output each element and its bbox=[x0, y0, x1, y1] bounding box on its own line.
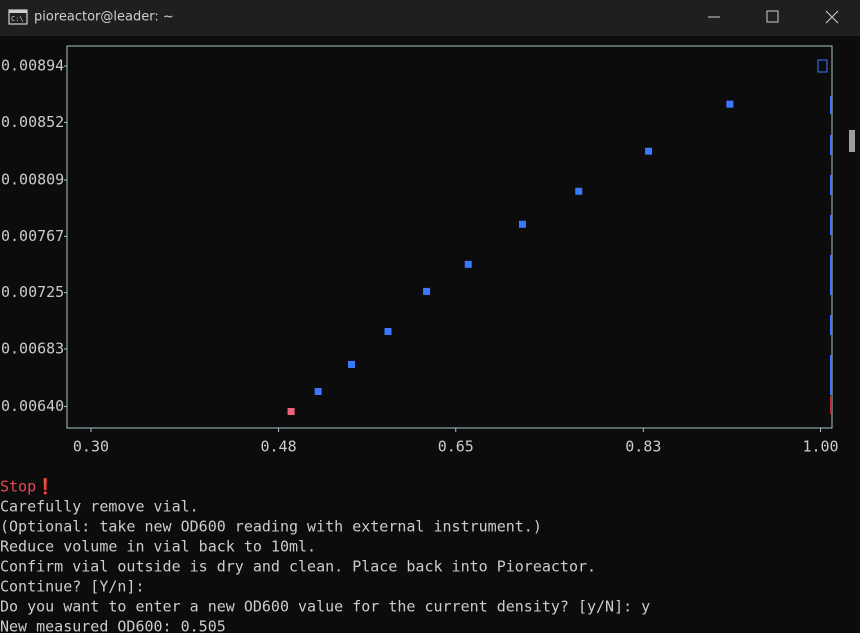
y-tick-label: 0.00767 bbox=[1, 227, 64, 245]
title-bar bbox=[0, 0, 860, 36]
data-point bbox=[518, 220, 526, 228]
data-point bbox=[423, 287, 431, 295]
plot-corner-glyph bbox=[817, 59, 828, 73]
terminal-line: Stop❗ bbox=[0, 478, 55, 496]
y-tick-label: 0.00725 bbox=[1, 283, 64, 301]
data-point bbox=[726, 100, 734, 108]
data-point bbox=[645, 147, 653, 155]
plot-frame bbox=[66, 45, 833, 429]
data-point bbox=[384, 327, 392, 335]
data-point bbox=[287, 408, 295, 416]
y-tick-label: 0.00894 bbox=[1, 57, 64, 75]
terminal-line: Reduce volume in vial back to 10ml. bbox=[0, 538, 316, 556]
scrollbar-thumb[interactable] bbox=[849, 130, 855, 152]
window-title: pioreactor@leader: ~ bbox=[34, 10, 174, 25]
close-button[interactable] bbox=[825, 10, 839, 24]
y-tick-label: 0.00683 bbox=[1, 339, 64, 357]
data-point bbox=[314, 388, 322, 396]
terminal-icon: C:\ bbox=[8, 9, 28, 25]
svg-text:C:\: C:\ bbox=[11, 15, 24, 23]
data-point bbox=[348, 360, 356, 368]
terminal-line: Continue? [Y/n]: bbox=[0, 578, 145, 596]
terminal-line: New measured OD600: 0.505 bbox=[0, 618, 226, 633]
terminal-line: Do you want to enter a new OD600 value f… bbox=[0, 598, 650, 616]
data-point bbox=[575, 187, 583, 195]
terminal-line: Confirm vial outside is dry and clean. P… bbox=[0, 558, 596, 576]
x-tick-label: 0.48 bbox=[261, 438, 297, 456]
y-tick-label: 0.00852 bbox=[1, 113, 64, 131]
x-tick-label: 0.30 bbox=[73, 438, 109, 456]
y-tick-label: 0.00809 bbox=[1, 171, 64, 189]
y-tick-label: 0.00640 bbox=[1, 397, 64, 415]
terminal-line: Carefully remove vial. bbox=[0, 498, 199, 516]
x-tick-label: 1.00 bbox=[802, 438, 838, 456]
x-tick-label: 0.65 bbox=[438, 438, 474, 456]
edge-markers bbox=[830, 96, 832, 414]
data-point bbox=[464, 260, 472, 268]
maximize-button[interactable] bbox=[766, 10, 779, 23]
x-tick-label: 0.83 bbox=[625, 438, 661, 456]
terminal-line: (Optional: take new OD600 reading with e… bbox=[0, 518, 542, 536]
